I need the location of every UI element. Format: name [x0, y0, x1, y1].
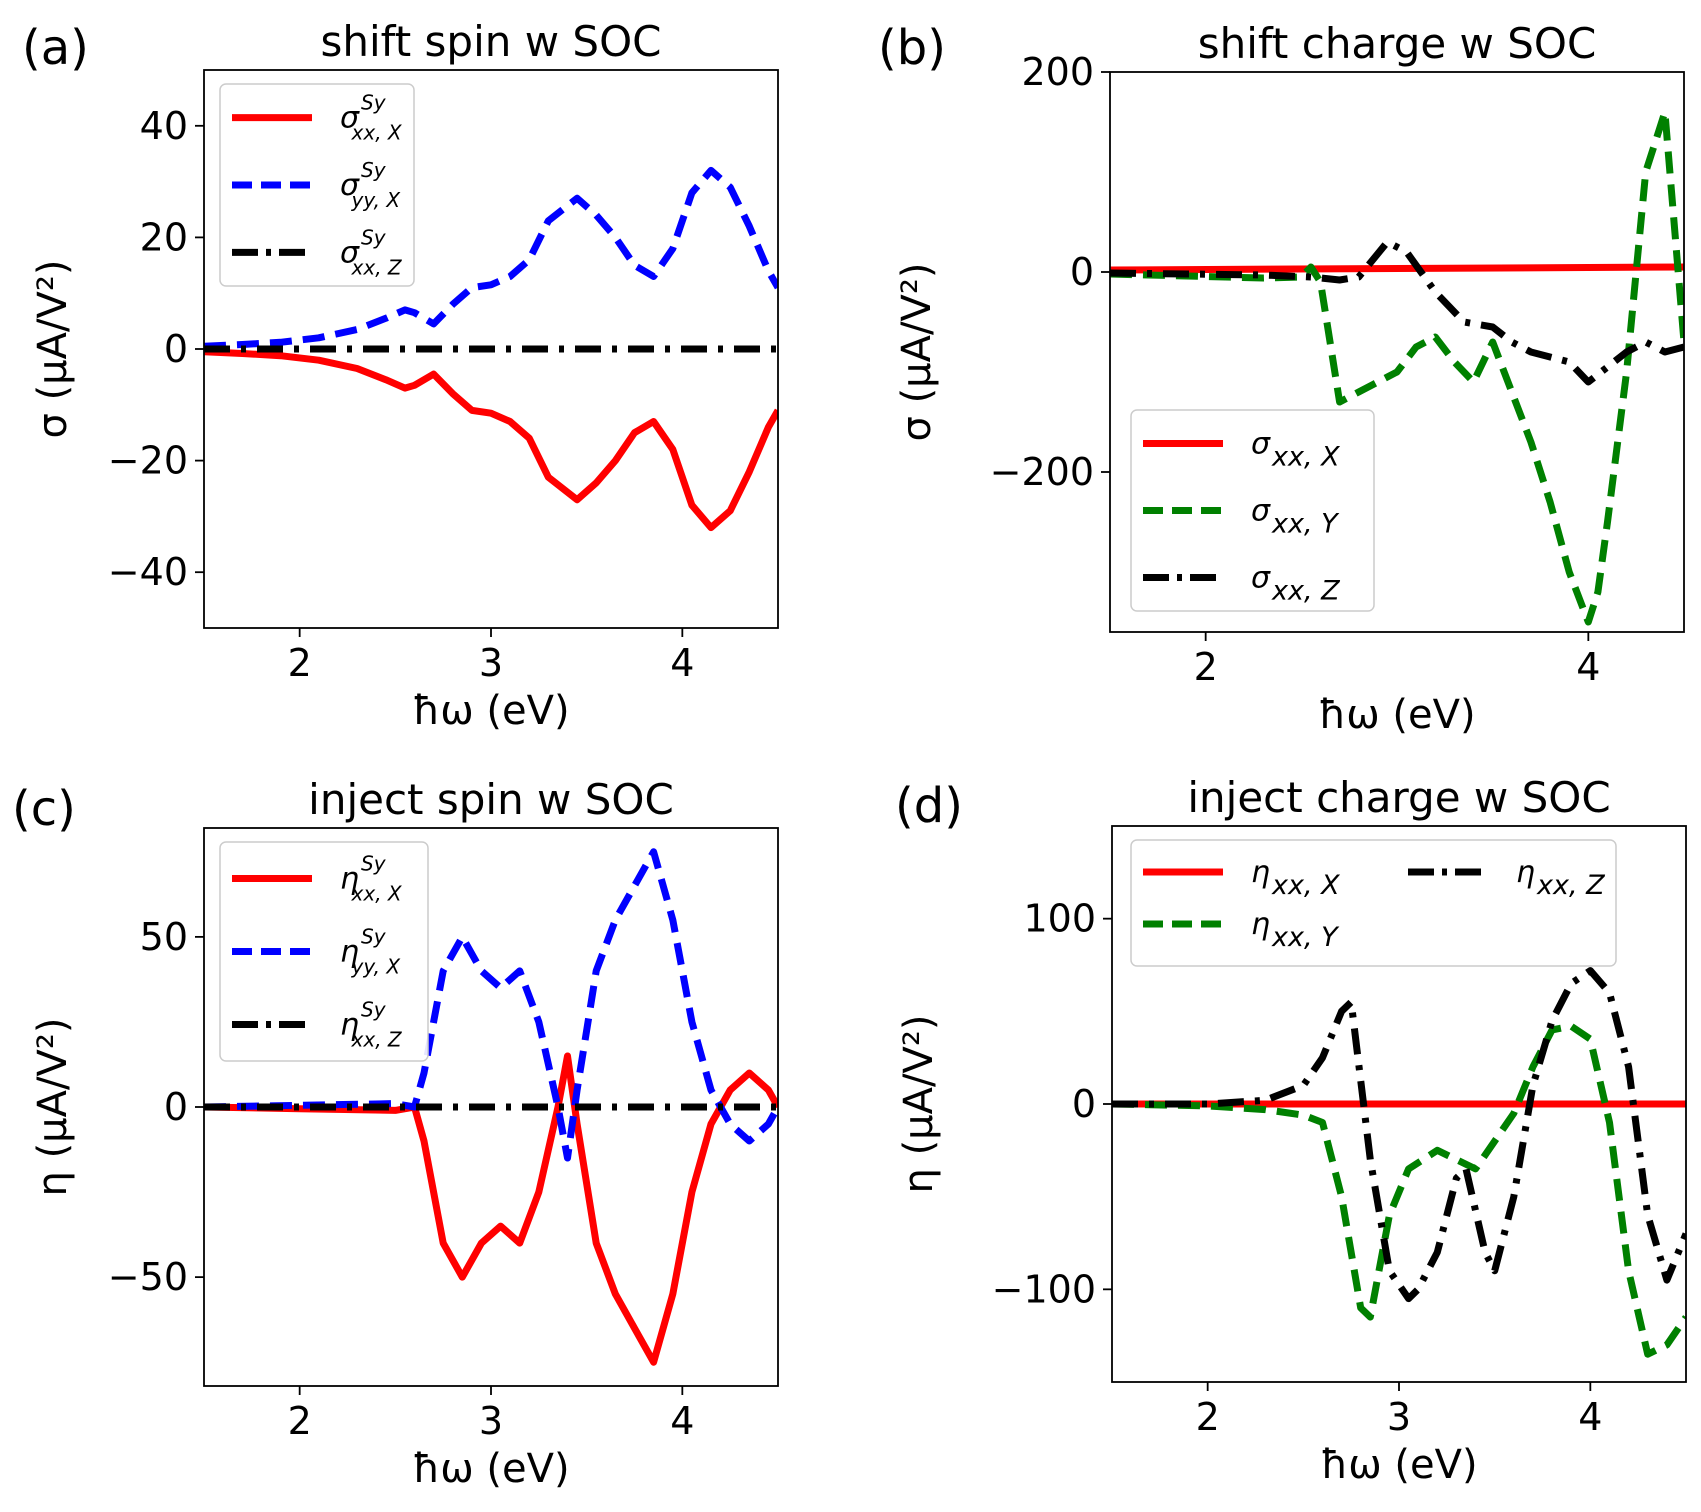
y-axis-label: σ (μA/V²)	[894, 263, 940, 442]
y-tick-label: −40	[108, 550, 188, 594]
y-tick-label: 40	[140, 104, 188, 148]
y-tick-label: −200	[990, 450, 1094, 494]
chart-panel-4: 2 3 4 −100 0 100 (d) inject charge w SOC ħω (eV)…	[895, 773, 1687, 1488]
legend-box	[1130, 839, 1617, 967]
x-tick-label: 2	[288, 641, 312, 685]
x-tick-label: 3	[479, 1399, 503, 1443]
y-tick-label: 0	[164, 327, 188, 371]
x-axis-label: ħω (eV)	[412, 1446, 569, 1492]
x-tick-label: 4	[670, 641, 694, 685]
chart-panel-1: 2 3 4 −40 −20 0 20 40 (a) shift spin w SOC ħω (eV)…	[22, 17, 779, 734]
series-line-2	[204, 848, 778, 1162]
series-line-1	[1110, 263, 1684, 274]
series-line-2	[1112, 1022, 1686, 1358]
x-tick-label: 4	[1576, 645, 1600, 689]
y-tick-label: 200	[1021, 50, 1094, 94]
axes-frame	[1109, 71, 1685, 633]
panel-label: (d)	[895, 778, 963, 834]
chart-title: shift spin w SOC	[321, 17, 662, 66]
y-axis-label: η (μA/V²)	[896, 1015, 942, 1194]
legend-box	[219, 83, 415, 287]
series-line-3	[1112, 967, 1686, 1303]
x-tick-label: 2	[1196, 1395, 1220, 1439]
y-tick-label: −20	[108, 439, 188, 483]
y-tick-label: −100	[992, 1267, 1096, 1311]
x-tick-label: 3	[1387, 1395, 1411, 1439]
panel-label: (c)	[12, 781, 76, 837]
y-axis-label: σ (μA/V²)	[30, 260, 76, 439]
legend-box	[219, 841, 429, 1062]
chart-title: inject spin w SOC	[308, 775, 674, 824]
series-line-2	[1110, 108, 1684, 626]
x-tick-label: 4	[1578, 1395, 1602, 1439]
x-axis-label: ħω (eV)	[1320, 1442, 1477, 1488]
panel-label: (b)	[878, 20, 946, 76]
legend-box	[1130, 409, 1375, 612]
x-tick-label: 2	[288, 1399, 312, 1443]
y-tick-label: 0	[164, 1085, 188, 1129]
panel-label: (a)	[22, 20, 89, 76]
y-tick-label: 0	[1070, 250, 1094, 294]
x-tick-label: 3	[479, 641, 503, 685]
series-line-3	[1110, 238, 1684, 386]
y-tick-label: −50	[108, 1255, 188, 1299]
chart-title: shift charge w SOC	[1198, 19, 1597, 68]
chart-panel-2: 2 4 −200 0 200 (b) shift charge w SOC ħω (eV) σ …	[878, 19, 1685, 738]
x-tick-label: 4	[670, 1399, 694, 1443]
x-axis-label: ħω (eV)	[1318, 692, 1475, 738]
x-tick-label: 2	[1194, 645, 1218, 689]
chart-panel-3: 2 3 4 −50 0 50 (c) inject spin w SOC ħω (eV) η (μ…	[12, 775, 779, 1492]
legend: σ Sy xx, Xσ Sy yy, Xσ Sy xx, Z	[219, 83, 415, 287]
y-tick-label: 100	[1023, 897, 1096, 941]
y-tick-label: 50	[140, 915, 188, 959]
y-axis-label: η (μA/V²)	[30, 1018, 76, 1197]
series-line-1	[204, 1052, 778, 1366]
legend: η Sy xx, Xη Sy yy, Xη Sy xx, Z	[219, 841, 429, 1062]
x-axis-label: ħω (eV)	[412, 688, 569, 734]
chart-title: inject charge w SOC	[1187, 773, 1610, 822]
series-line-1	[204, 348, 778, 532]
y-tick-label: 20	[140, 215, 188, 259]
y-tick-label: 0	[1072, 1082, 1096, 1126]
